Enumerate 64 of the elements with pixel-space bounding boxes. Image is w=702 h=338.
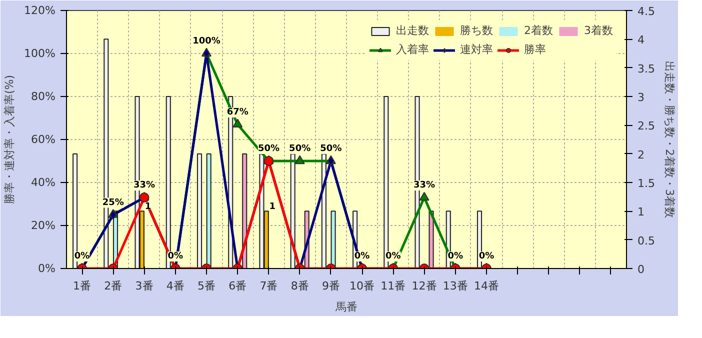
legend-label: 2着数 [524, 23, 553, 38]
y2-tick-label: 3.5 [638, 62, 655, 76]
legend-label: 連対率 [460, 42, 493, 57]
y2-tick-label: 2 [638, 148, 644, 162]
x-tick-label: 13番 [442, 280, 468, 292]
y-axis-title: 勝率・連対率・入着率(%) [3, 74, 16, 204]
x-tick-label: 8番 [290, 280, 309, 292]
y-tick-label: 120% [24, 4, 56, 17]
point [294, 155, 305, 164]
legend-label: 入着率 [396, 42, 429, 57]
x-tick-label: 4番 [166, 280, 184, 292]
x-tick-label: 7番 [260, 280, 278, 292]
x-tick-label: 1番 [73, 280, 92, 292]
data-label: 50% [320, 144, 342, 154]
y-tick-label: 80% [31, 90, 56, 103]
y2-tick-label: 4.5 [638, 5, 655, 18]
y-tick-label: 100% [24, 47, 56, 60]
y2-tick-label: 4 [638, 34, 644, 47]
point [232, 118, 243, 128]
legend-label: 3着数 [584, 23, 613, 38]
y-tick-label: 20% [31, 219, 56, 232]
y2-tick-label: 0 [638, 263, 644, 276]
x-tick-label: 14番 [474, 280, 499, 292]
x-tick-label: 6番 [228, 280, 247, 292]
bar [206, 153, 212, 268]
y2-tick-label: 0.5 [638, 234, 655, 248]
data-label: 0% [386, 252, 401, 262]
data-label: 50% [258, 144, 280, 154]
data-label: 67% [226, 107, 248, 118]
y2-tick-label: 3 [638, 91, 644, 104]
bar [196, 153, 202, 268]
bar [330, 210, 336, 268]
x-axis-title: 馬番 [334, 300, 358, 314]
x-tick-label: 12番 [412, 280, 437, 292]
y2-tick-label: 1.5 [638, 177, 655, 190]
x-tick-label: 3番 [135, 280, 154, 292]
data-label: 33% [134, 180, 156, 191]
y-tick-label: 40% [31, 176, 56, 189]
data-label: 0% [448, 252, 464, 262]
data-label: 33% [414, 180, 436, 191]
data-label: 0% [478, 252, 494, 262]
x-tick-label: 5番 [198, 280, 216, 292]
data-label: 100% [192, 36, 220, 46]
data-label: 0% [168, 252, 184, 262]
data-label: 0% [74, 252, 90, 262]
data-label: 25% [102, 198, 124, 208]
data-label: 1 [144, 202, 152, 212]
x-tick-label: 11番 [380, 280, 406, 292]
x-tick-label: 2番 [104, 280, 122, 292]
y2-tick-label: 2.5 [638, 120, 655, 133]
legend-label: 勝ち数 [460, 23, 493, 38]
y-tick-label: 0% [38, 262, 56, 275]
x-tick-label: 9番 [322, 280, 340, 292]
x-tick-label: 10番 [350, 280, 375, 292]
point [419, 192, 430, 201]
y2-axis-title: 出走数・勝ち数・2着数・3着数 [662, 61, 676, 218]
legend-label: 出走数 [396, 23, 429, 38]
data-label: 50% [289, 144, 311, 154]
data-label: 1 [269, 202, 276, 212]
bar [242, 153, 248, 268]
y2-tick-label: 1 [638, 206, 644, 219]
y-tick-label: 60% [31, 133, 56, 146]
data-label: 0% [354, 252, 370, 262]
legend-label: 勝率 [524, 42, 546, 57]
